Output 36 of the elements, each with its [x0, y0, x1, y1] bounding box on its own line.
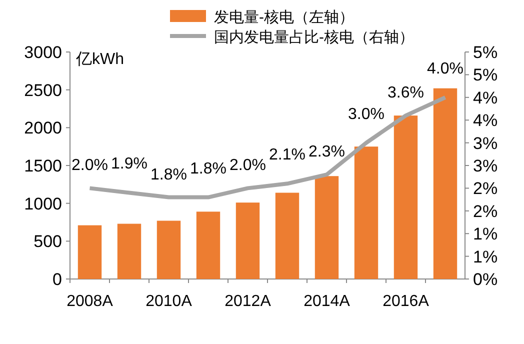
legend-label: 发电量-核电（左轴）	[214, 9, 354, 26]
y2tick: 1%	[473, 224, 498, 244]
xtick: 2014A	[304, 293, 350, 310]
ytick: 2500	[24, 80, 62, 100]
y2tick: 1%	[473, 247, 498, 266]
data-label: 2.0%	[230, 157, 266, 174]
legend-label: 国内发电量占比-核电（右轴）	[214, 29, 414, 46]
data-label: 2.1%	[269, 146, 306, 164]
y2tick: 4%	[473, 88, 498, 108]
y2tick: 2%	[473, 179, 498, 198]
ytick: 1000	[24, 194, 62, 214]
ytick: 500	[34, 232, 62, 252]
data-label: 2.0%	[72, 157, 108, 174]
data-label: 1.8%	[150, 166, 187, 184]
xtick: 2012A	[224, 293, 271, 310]
y2tick: 3%	[473, 134, 498, 153]
ytick: 1500	[24, 156, 62, 176]
y2tick: 2%	[473, 202, 498, 221]
data-label: 2.3%	[308, 144, 345, 161]
data-label: 3.0%	[348, 106, 384, 123]
y2tick: 0%	[473, 270, 498, 289]
y2tick: 5%	[473, 66, 498, 85]
data-label: 1.9%	[111, 156, 148, 173]
y2tick: 3%	[473, 156, 498, 176]
data-label: 1.8%	[190, 160, 226, 178]
xtick: 2008A	[66, 293, 113, 310]
ytick: 2000	[24, 118, 62, 138]
data-label: 4.0%	[427, 60, 464, 78]
y2tick: 5%	[473, 43, 498, 62]
ytick: 0	[52, 270, 62, 289]
data-label: 3.6%	[388, 84, 424, 102]
ytick: 3000	[24, 43, 62, 62]
xtick: 2010A	[146, 293, 192, 310]
y2tick: 4%	[473, 111, 498, 130]
ylabel: 亿kWh	[76, 51, 124, 68]
xtick: 2016A	[382, 293, 429, 310]
